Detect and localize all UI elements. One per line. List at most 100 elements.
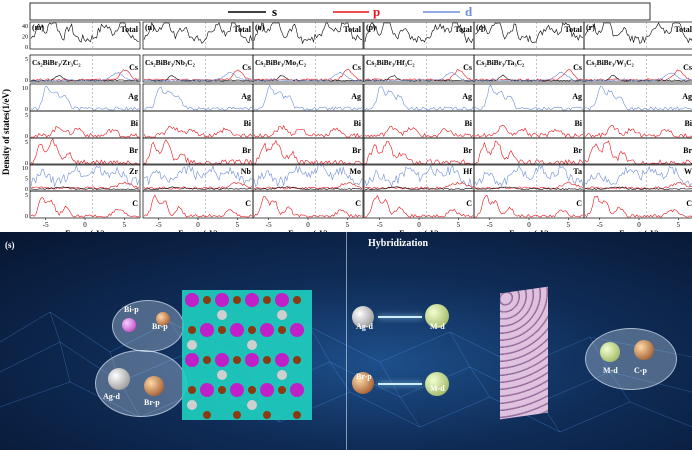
- crystal-structure: [182, 290, 312, 420]
- y-tick-label: 10: [22, 86, 28, 92]
- x-tick-label: -5: [156, 221, 162, 229]
- dos-curve: [143, 139, 253, 165]
- dos-curve: [253, 71, 363, 82]
- dos-curve: [364, 186, 474, 190]
- dos-curve: [30, 69, 140, 82]
- x-tick-label: 0: [637, 221, 641, 229]
- dos-curve: [584, 165, 692, 187]
- row-label-total: Total: [455, 25, 473, 34]
- dos-curve: [30, 138, 139, 165]
- row-label: C: [466, 199, 472, 208]
- ag-atom-right: [352, 306, 374, 328]
- x-tick-label: -5: [266, 221, 272, 229]
- dos-curve: [143, 86, 253, 111]
- crystal-lattice: [182, 290, 312, 420]
- x-tick-label: -5: [487, 221, 493, 229]
- dos-curve: [143, 165, 253, 185]
- hybridization-link-1: [378, 316, 422, 318]
- legend: s p d: [29, 2, 651, 21]
- row-label-cs: Cs: [129, 63, 138, 72]
- y-tick-label: 0: [25, 214, 28, 220]
- row-label: Br: [573, 146, 582, 155]
- compound-label: Cs₂BiBr₃/Hf₃C₂: [366, 58, 415, 67]
- dos-curve: [474, 164, 584, 187]
- dos-curve: [584, 69, 692, 82]
- dos-curve: [143, 194, 253, 218]
- label-ag-d-right: Ag-d: [356, 322, 373, 331]
- x-tick-label: 0: [527, 221, 531, 229]
- x-axis-label: Energy(eV): [178, 229, 218, 232]
- panel-letter: (r): [586, 23, 595, 32]
- row-label: Br: [352, 146, 361, 155]
- dos-curve: [364, 140, 474, 165]
- x-axis-label: Energy(eV): [288, 229, 328, 232]
- dos-subplot-frame: [583, 21, 692, 50]
- x-tick-label: 0: [83, 221, 87, 229]
- row-label-metal: Hf: [463, 167, 472, 176]
- dos-curve: [475, 195, 584, 218]
- y-tick-label: 0: [25, 45, 28, 51]
- dos-subplot-frame: [252, 54, 364, 83]
- label-m-d-3: M-d: [603, 366, 618, 375]
- dos-subplot-frame: [142, 137, 254, 166]
- row-label-total: Total: [234, 25, 252, 34]
- dos-curve: [253, 124, 363, 138]
- dos-curve: [30, 197, 140, 218]
- dos-curve: [30, 22, 140, 43]
- m-atom-3: [600, 342, 620, 362]
- row-label: Ag: [462, 92, 472, 101]
- dos-figure: s p d Density of states(1/eV) Total (m) 40…: [1, 2, 692, 232]
- panel-letter: (p): [366, 23, 376, 32]
- dos-subplot-frame: [29, 190, 141, 219]
- dos-curve: [30, 164, 140, 187]
- dos-curve: [584, 195, 692, 218]
- row-label-cs: Cs: [352, 63, 361, 72]
- row-label-total: Total: [565, 25, 583, 34]
- dos-subplot-frame: [252, 137, 364, 166]
- x-tick-label: 0: [417, 221, 421, 229]
- row-label: Ag: [682, 92, 692, 101]
- dos-curve: [364, 164, 474, 188]
- y-tick-label: 0: [25, 187, 28, 193]
- row-label-metal: Zr: [129, 167, 138, 176]
- ag-atom: [108, 368, 130, 390]
- row-label-cs: Cs: [242, 63, 251, 72]
- x-axis-label: Energy(eV): [399, 229, 439, 232]
- row-label: Bi: [574, 119, 582, 128]
- dos-subplot-frame: [363, 137, 475, 166]
- label-m-d-2: M-d: [430, 384, 445, 393]
- row-label-metal: Mo: [349, 167, 361, 176]
- compound-label: Cs₂BiBr₃/Zr₃C₂: [32, 58, 81, 67]
- dos-curve: [253, 181, 363, 190]
- dos-curve: [584, 22, 692, 44]
- label-c-p: C-p: [634, 366, 647, 375]
- row-label: C: [132, 199, 138, 208]
- c-atom: [634, 340, 654, 360]
- row-label: C: [686, 199, 692, 208]
- dos-curve: [474, 84, 584, 111]
- x-tick-label: -5: [597, 221, 603, 229]
- hybridization-link-2: [378, 383, 422, 385]
- y-tick-label: 5: [25, 140, 28, 146]
- x-tick-label: 5: [677, 221, 681, 229]
- x-tick-label: 5: [457, 221, 461, 229]
- y-tick-label: 20: [22, 35, 28, 41]
- dos-subplot-frame: [252, 110, 364, 139]
- m-atom: [425, 304, 449, 328]
- y-tick-label: 0: [25, 134, 28, 140]
- row-label-cs: Cs: [683, 63, 692, 72]
- row-label: Bi: [464, 119, 472, 128]
- dos-curve: [584, 124, 692, 138]
- label-br-p-2: Br-p: [144, 398, 160, 407]
- label-ag-d: Ag-d: [103, 392, 120, 401]
- dos-curve: [364, 125, 474, 138]
- dos-curve: [253, 139, 363, 165]
- dos-subplot-frame: [252, 83, 364, 112]
- row-label-total: Total: [675, 25, 692, 34]
- dos-curve: [474, 181, 584, 190]
- y-tick-label: 5: [25, 57, 28, 63]
- dos-subplot-frame: [583, 54, 692, 83]
- br-atom-2: [144, 376, 164, 396]
- dos-subplot-frame: [29, 83, 141, 112]
- dos-subplot-frame: [473, 83, 585, 112]
